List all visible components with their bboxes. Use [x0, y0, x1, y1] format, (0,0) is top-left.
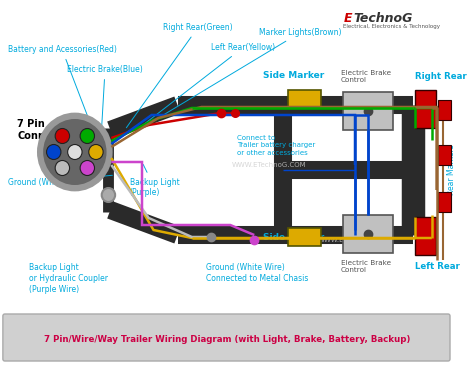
FancyBboxPatch shape — [288, 228, 321, 246]
Text: 7 Pin
Connector: 7 Pin Connector — [17, 119, 73, 141]
Text: Backup Light
(Purple): Backup Light (Purple) — [129, 164, 179, 197]
Text: Left Rear(Yellow): Left Rear(Yellow) — [141, 43, 275, 126]
Text: E: E — [344, 12, 352, 25]
Text: TechnoG: TechnoG — [353, 12, 412, 25]
FancyBboxPatch shape — [3, 314, 450, 361]
Text: WWW.ETechnoG.COM: WWW.ETechnoG.COM — [231, 162, 306, 168]
FancyBboxPatch shape — [414, 217, 436, 255]
Text: Ground (White): Ground (White) — [8, 175, 112, 187]
FancyBboxPatch shape — [344, 215, 393, 253]
Circle shape — [80, 161, 94, 176]
Circle shape — [55, 128, 70, 143]
FancyBboxPatch shape — [438, 100, 451, 120]
Text: Ground (White Wire)
Connected to Metal Chasis: Ground (White Wire) Connected to Metal C… — [206, 263, 309, 283]
Text: Electric Brake
Control: Electric Brake Control — [341, 70, 391, 83]
Circle shape — [55, 161, 70, 176]
Circle shape — [89, 145, 103, 160]
Circle shape — [68, 145, 82, 160]
Text: Right Rear(Green): Right Rear(Green) — [127, 23, 233, 128]
Text: Side Marker: Side Marker — [263, 71, 324, 79]
Text: Electrical, Electronics & Technology: Electrical, Electronics & Technology — [344, 24, 440, 29]
Text: Backup Light
or Hydraulic Coupler
(Purple Wire): Backup Light or Hydraulic Coupler (Purpl… — [29, 263, 108, 294]
Text: Rear Markers: Rear Markers — [447, 145, 456, 195]
Circle shape — [38, 114, 111, 190]
Text: Right Rear: Right Rear — [414, 72, 466, 81]
Text: 7 Pin/Wire/Way Trailer Wiring Diagram (with Light, Brake, Battery, Backup): 7 Pin/Wire/Way Trailer Wiring Diagram (w… — [44, 335, 410, 344]
Text: Electric Brake
Control: Electric Brake Control — [341, 260, 391, 273]
FancyBboxPatch shape — [438, 192, 451, 212]
Circle shape — [46, 145, 61, 160]
FancyBboxPatch shape — [288, 90, 321, 108]
FancyBboxPatch shape — [438, 145, 451, 165]
Text: Battery and Acessories(Red): Battery and Acessories(Red) — [8, 45, 117, 135]
Text: Electric Brake(Blue): Electric Brake(Blue) — [67, 65, 143, 140]
Circle shape — [44, 120, 106, 184]
Circle shape — [102, 188, 115, 202]
Circle shape — [80, 128, 94, 143]
Text: Left Rear: Left Rear — [414, 262, 459, 271]
FancyBboxPatch shape — [414, 90, 436, 128]
FancyBboxPatch shape — [344, 92, 393, 130]
Text: Marker Lights(Brown): Marker Lights(Brown) — [161, 28, 342, 116]
Text: Connect to
Trailer battery charger
or other accessories: Connect to Trailer battery charger or ot… — [237, 135, 315, 156]
Text: WWW.ETechnoG.COM: WWW.ETechnoG.COM — [318, 237, 392, 243]
Text: Side Marker: Side Marker — [263, 234, 324, 243]
